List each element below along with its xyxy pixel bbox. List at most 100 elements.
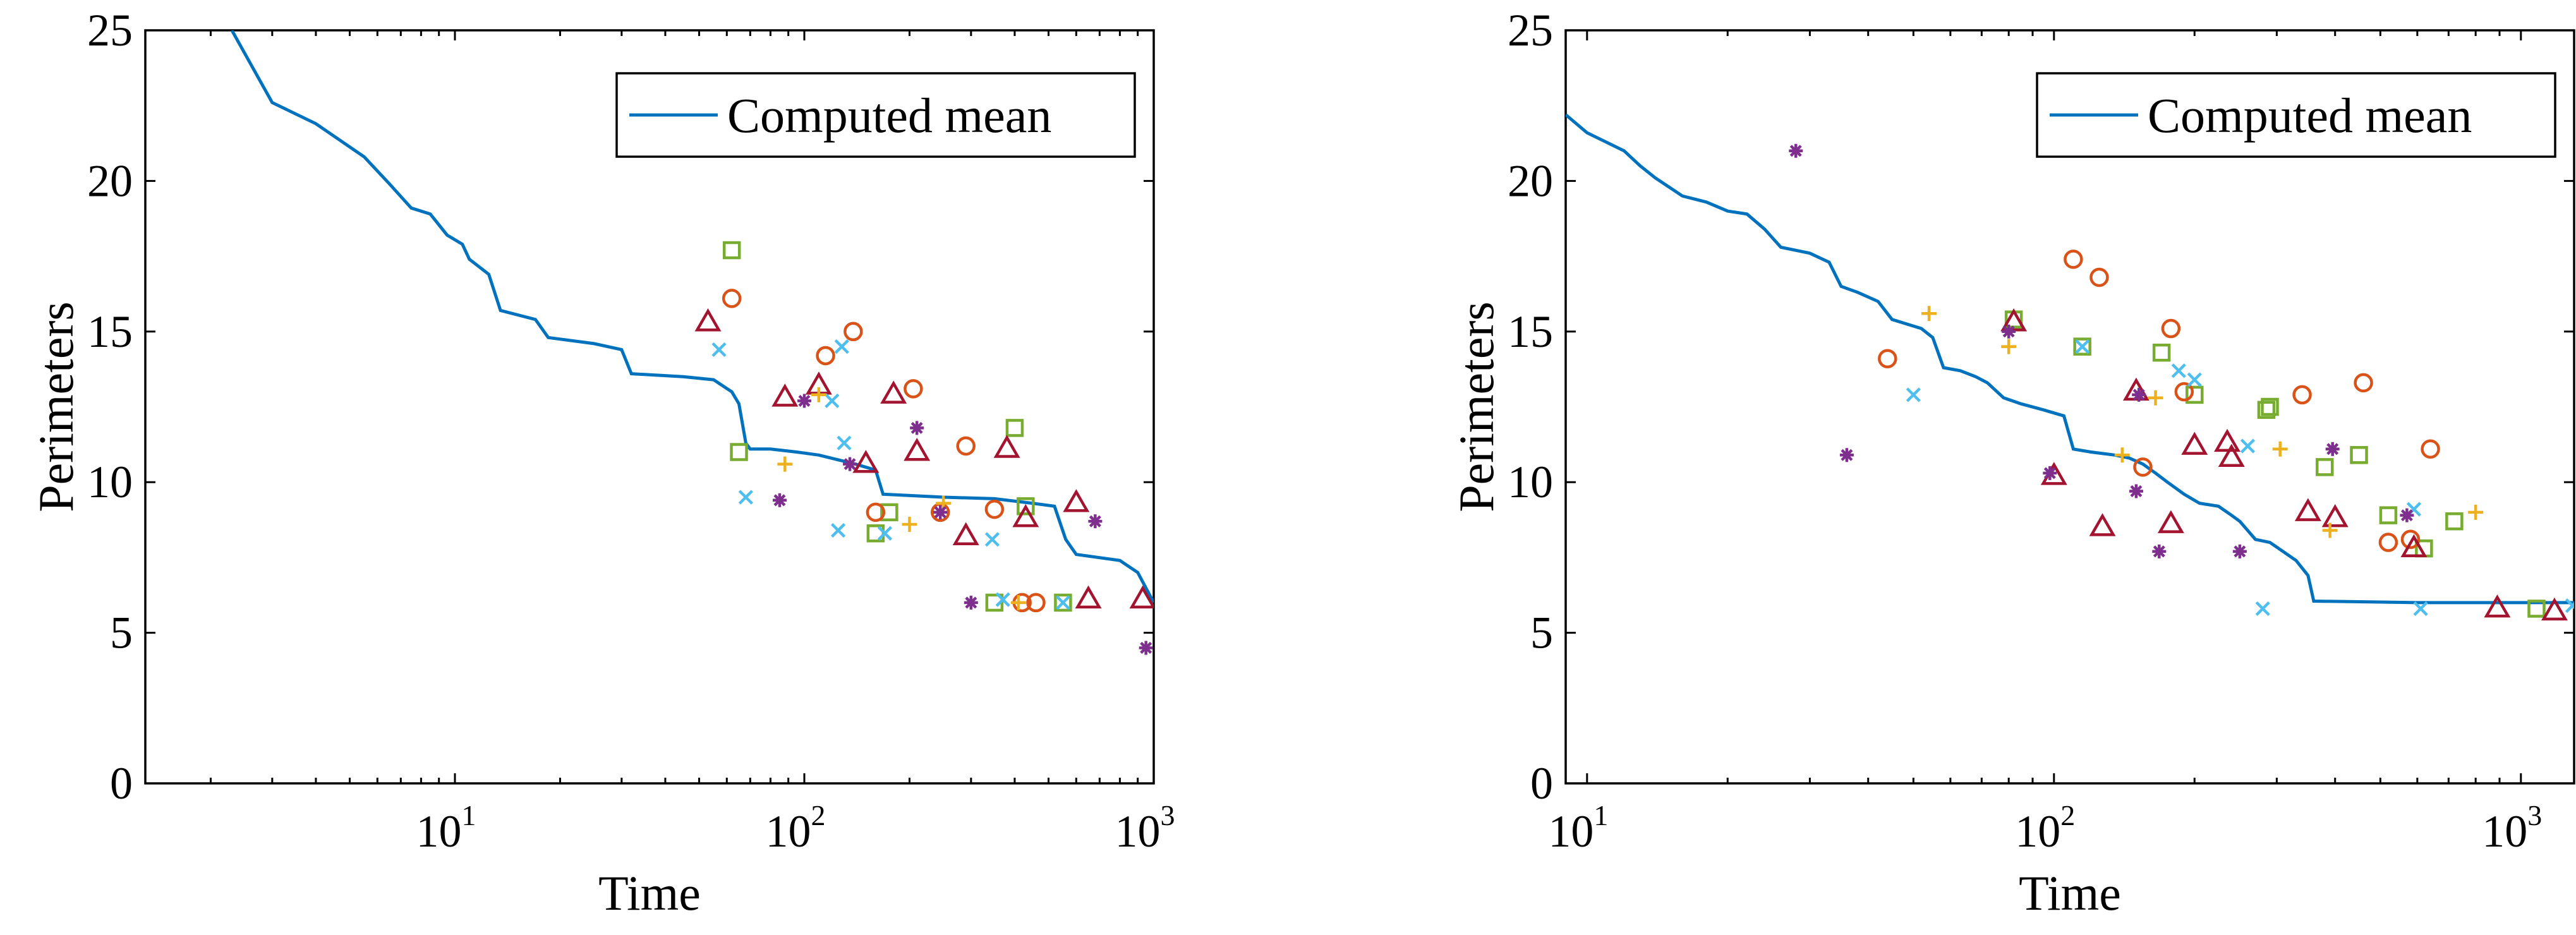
triangle-marker	[880, 380, 907, 404]
plot-frame	[144, 29, 1155, 785]
square-marker	[730, 443, 748, 461]
square-marker	[2257, 401, 2276, 419]
x-marker	[830, 522, 846, 538]
x-marker	[1906, 387, 1921, 402]
circle-marker	[2400, 529, 2421, 550]
square-marker	[2445, 512, 2464, 531]
x-marker	[2240, 438, 2256, 454]
square-marker	[2073, 337, 2091, 356]
x-marker	[984, 532, 1000, 547]
plus-marker	[2148, 390, 2163, 406]
y-axis-label: Perimeters	[28, 301, 83, 512]
computed-mean-line	[230, 30, 1154, 604]
x-marker	[834, 339, 849, 354]
triangle-marker	[2541, 597, 2568, 621]
plus-marker	[1921, 306, 1937, 322]
x-marker	[2075, 339, 2090, 354]
square-marker	[2527, 600, 2546, 618]
x-marker	[995, 592, 1010, 607]
y-tick-label: 0	[1530, 758, 1553, 809]
triangle-marker	[2484, 594, 2511, 618]
x-marker	[738, 490, 753, 505]
plus-marker	[777, 456, 793, 472]
plus-marker	[2468, 504, 2484, 520]
y-tick-label: 25	[1508, 5, 1553, 56]
y-tick-label: 20	[87, 155, 133, 206]
circle-marker	[2174, 382, 2194, 402]
plot-area	[1566, 113, 2574, 621]
triangle-marker	[993, 435, 1020, 458]
square-marker	[2350, 446, 2368, 464]
circle-marker	[2064, 250, 2083, 269]
y-tick-label: 20	[1508, 155, 1553, 206]
circle-marker	[844, 322, 863, 342]
x-tick-label: 103	[1115, 799, 1175, 857]
plot-area	[230, 30, 1154, 655]
circle-marker	[2089, 267, 2109, 287]
triangle-marker	[904, 438, 931, 461]
circle-marker	[2378, 533, 2398, 552]
asterisk-marker	[1088, 514, 1103, 529]
x-marker	[877, 526, 893, 541]
circle-marker	[956, 436, 976, 456]
x-marker	[2187, 372, 2202, 387]
y-axis-label: Perimeters	[1449, 301, 1504, 512]
y-tick-label: 15	[1508, 306, 1553, 357]
x-tick-label: 102	[765, 799, 825, 857]
asterisk-marker	[2043, 466, 2057, 480]
triangle-marker	[1075, 585, 1102, 609]
legend: Computed mean	[615, 72, 1136, 158]
square-marker	[985, 593, 1004, 612]
triangle-marker	[771, 383, 799, 407]
triangle-marker	[2214, 428, 2241, 452]
y-tick-label: 25	[87, 5, 133, 56]
x-marker	[1055, 595, 1071, 610]
asterisk-marker	[2232, 544, 2247, 558]
plus-marker	[2114, 447, 2130, 463]
x-tick-label: 103	[2482, 799, 2542, 857]
triangle-marker	[2321, 504, 2349, 528]
asterisk-marker	[1839, 448, 1854, 462]
triangle-marker	[2294, 498, 2321, 521]
x-marker	[2171, 363, 2186, 378]
x-marker	[2255, 601, 2270, 617]
square-marker	[722, 241, 741, 260]
triangle-marker	[952, 522, 979, 545]
asterisk-marker	[910, 421, 924, 435]
computed-mean-line	[1566, 113, 2574, 605]
square-marker	[2261, 397, 2279, 416]
asterisk-marker	[2132, 387, 2146, 402]
x-marker	[837, 435, 852, 450]
square-marker	[2186, 385, 2204, 404]
asterisk-marker	[843, 457, 857, 471]
plus-marker	[2001, 339, 2017, 354]
plus-marker	[2322, 522, 2338, 538]
x-marker	[825, 393, 840, 409]
circle-marker	[984, 499, 1005, 519]
asterisk-marker	[1789, 143, 1803, 158]
x-tick-label: 101	[416, 799, 476, 857]
y-tick-label: 5	[1530, 608, 1553, 658]
square-marker	[880, 503, 898, 522]
circle-marker	[904, 379, 923, 399]
plus-marker	[902, 516, 917, 532]
triangle-marker	[2000, 308, 2028, 332]
square-marker	[1005, 419, 1024, 437]
asterisk-marker	[2325, 442, 2340, 456]
square-marker	[2379, 506, 2398, 524]
square-marker	[1054, 593, 1072, 612]
y-tick-label: 5	[110, 608, 133, 658]
square-marker	[1017, 497, 1035, 516]
asterisk-marker	[964, 595, 978, 610]
asterisk-marker	[1139, 641, 1153, 655]
asterisk-marker	[797, 394, 811, 408]
x-marker	[2413, 601, 2428, 617]
y-tick-label: 10	[1508, 457, 1553, 507]
circle-marker	[2354, 373, 2373, 393]
triangle-marker	[2400, 534, 2428, 558]
circle-marker	[2133, 457, 2153, 477]
triangle-marker	[2181, 431, 2208, 455]
y-tick-label: 15	[87, 306, 133, 357]
asterisk-marker	[2129, 484, 2143, 498]
